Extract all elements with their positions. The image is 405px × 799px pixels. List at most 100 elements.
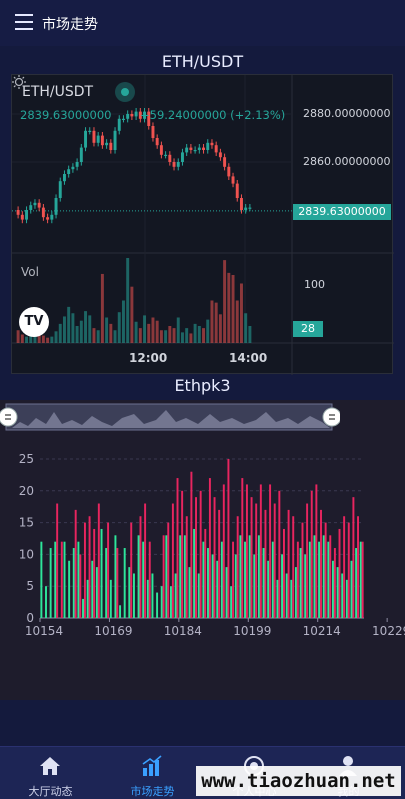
y-tick-label: 5 xyxy=(26,579,34,593)
theme-toggle-icon[interactable] xyxy=(12,75,26,89)
volume-bar xyxy=(223,260,227,343)
bar xyxy=(74,509,77,618)
bar xyxy=(165,535,168,618)
bar xyxy=(116,548,119,618)
time-axis-label: 14:00 xyxy=(229,351,268,365)
volume-bar xyxy=(168,326,172,343)
candle-body xyxy=(130,114,134,117)
bar xyxy=(193,528,196,618)
bar xyxy=(72,548,75,618)
candle-body xyxy=(25,210,29,220)
volume-bar xyxy=(218,314,222,343)
zoom-handle-right[interactable] xyxy=(322,407,340,427)
tab-market[interactable]: 市场走势 xyxy=(112,747,193,799)
volume-bar xyxy=(113,330,117,343)
data-zoom-slider[interactable] xyxy=(0,400,340,436)
bar xyxy=(327,541,330,618)
bar xyxy=(220,541,223,618)
bar xyxy=(357,516,360,618)
volume-bar xyxy=(172,328,176,343)
bar xyxy=(211,554,214,618)
bar xyxy=(82,598,85,618)
bar xyxy=(181,490,184,618)
volume-bar xyxy=(58,323,62,343)
candle-body xyxy=(143,111,147,119)
volume-bar xyxy=(164,330,168,343)
volume-bar xyxy=(37,333,41,343)
volume-marker: 28 xyxy=(293,321,323,337)
candle-body xyxy=(168,154,172,162)
bar xyxy=(283,528,285,618)
bar xyxy=(56,503,59,618)
candle-body xyxy=(121,118,125,120)
tab-lobby[interactable]: 大厅动态 xyxy=(10,747,91,799)
bar xyxy=(144,503,147,618)
x-tick-label: 10214 xyxy=(303,624,341,638)
bar xyxy=(174,573,177,618)
bar xyxy=(264,509,267,618)
volume-axis-label: 100 xyxy=(304,278,325,291)
last-price: 2839.63000000 xyxy=(20,108,112,122)
bar xyxy=(308,541,311,618)
bar xyxy=(105,548,108,618)
volume-bar xyxy=(71,313,75,343)
volume-bar xyxy=(62,316,66,343)
candlestick-canvas[interactable] xyxy=(12,75,394,375)
candle-body xyxy=(16,210,20,215)
bar xyxy=(77,541,80,618)
bar xyxy=(49,548,52,618)
bar xyxy=(253,554,256,618)
bar xyxy=(273,503,276,618)
volume-bar xyxy=(248,326,252,343)
bar xyxy=(167,522,170,618)
bar xyxy=(236,516,239,618)
menu-icon[interactable] xyxy=(15,14,33,30)
candlestick-chart[interactable]: ETH/USDT 2839.63000000 +59.24000000 (+2.… xyxy=(11,74,394,375)
bar xyxy=(45,586,47,618)
volume-bar xyxy=(25,336,29,343)
tradingview-logo-icon[interactable]: TV xyxy=(19,307,49,337)
bar xyxy=(322,535,325,618)
bar xyxy=(195,497,198,618)
bar xyxy=(188,567,191,618)
price-axis-label: 2860.00000000 xyxy=(303,155,391,168)
tab-label: 市场走势 xyxy=(130,785,175,798)
bar xyxy=(262,548,265,618)
bar xyxy=(162,535,165,618)
bar xyxy=(299,548,302,618)
bar xyxy=(248,535,251,618)
candle-body xyxy=(202,147,206,150)
candle-body xyxy=(67,169,71,174)
zoom-handle-left[interactable] xyxy=(0,407,18,427)
bar xyxy=(88,516,91,618)
bar xyxy=(132,573,135,618)
bar xyxy=(269,484,272,618)
bar-chart-icon xyxy=(142,755,162,776)
bar xyxy=(185,516,188,618)
volume-bar xyxy=(79,320,83,343)
volume-bar xyxy=(138,328,142,343)
volume-bar xyxy=(176,317,180,343)
volume-bar xyxy=(100,273,104,343)
bar xyxy=(60,541,63,618)
volume-bar xyxy=(180,332,184,343)
candle-body xyxy=(88,130,92,132)
volume-bar xyxy=(210,300,214,343)
bar xyxy=(359,541,362,618)
bar xyxy=(278,490,281,618)
bar xyxy=(333,548,336,618)
candle-body xyxy=(138,111,142,119)
candle-body xyxy=(206,142,210,150)
bar xyxy=(83,522,86,618)
bar xyxy=(296,541,299,618)
bar-chart: 0 5 10 15 20 25 10154 10169 10184 10199 10214 10229… xyxy=(0,400,405,700)
candle-body xyxy=(235,183,239,198)
bar xyxy=(225,567,228,618)
volume-bar xyxy=(16,330,20,343)
candle-body xyxy=(159,145,163,155)
volume-bar xyxy=(134,321,138,343)
volume-bar xyxy=(75,326,79,343)
volume-bar xyxy=(231,275,235,343)
candle-body xyxy=(248,207,252,209)
volume-bar xyxy=(197,326,201,343)
